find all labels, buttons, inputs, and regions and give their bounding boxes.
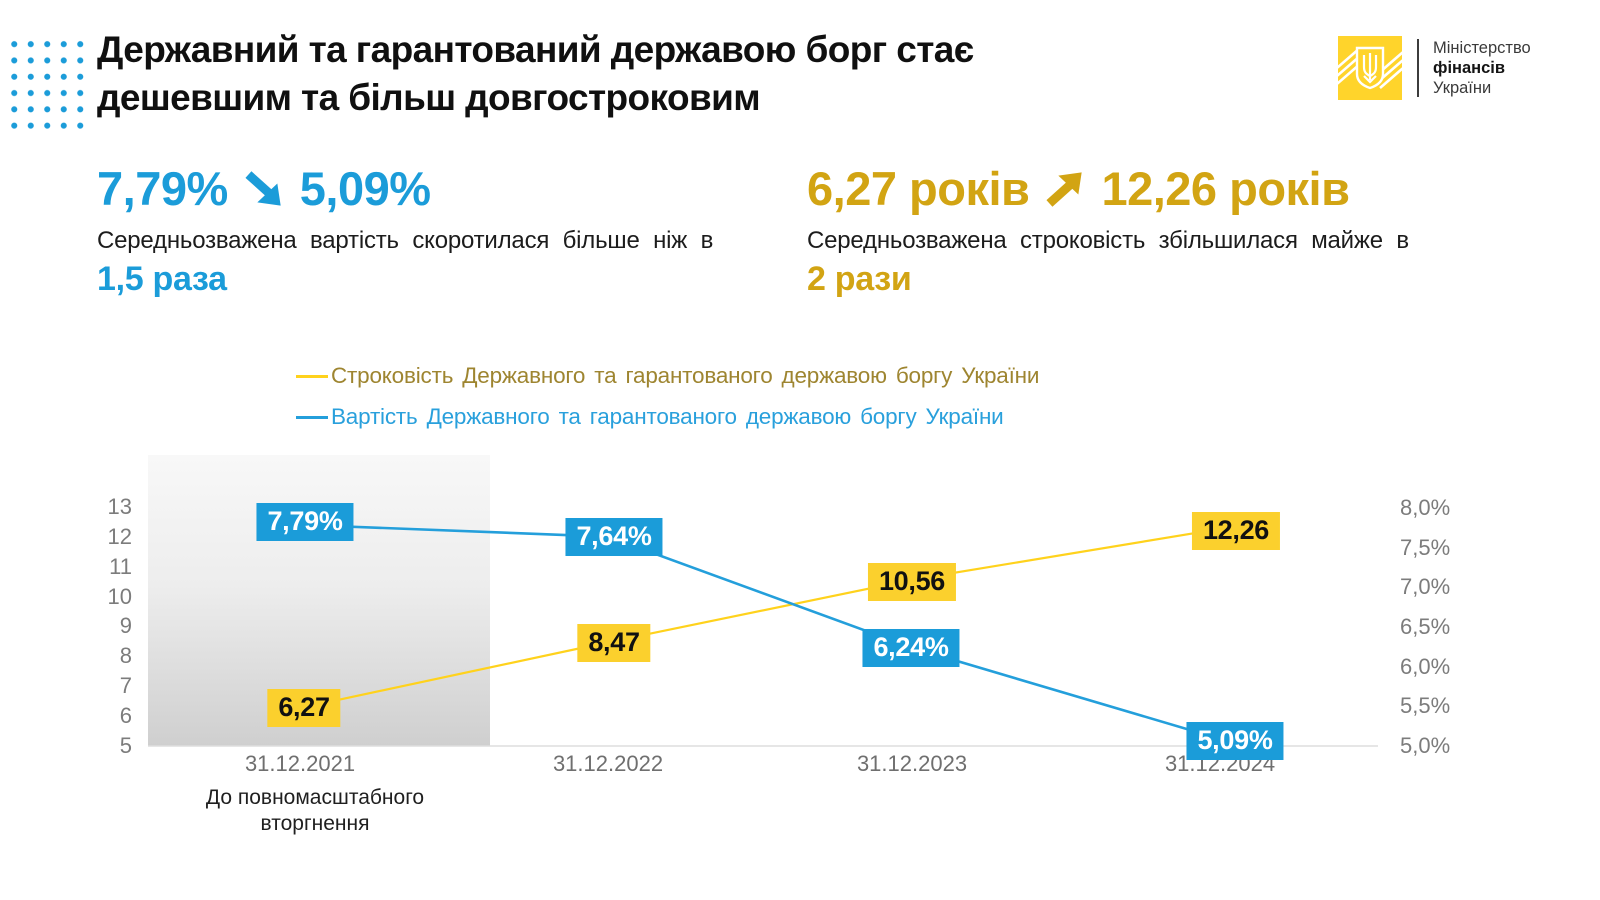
page-title-line1: Державний та гарантований державою борг … bbox=[97, 29, 974, 70]
legend-swatch bbox=[296, 374, 328, 378]
cost-value-label: 5,09% bbox=[1186, 721, 1284, 760]
right-axis-tick: 5,5% bbox=[1400, 693, 1451, 719]
legend-swatch bbox=[296, 415, 328, 419]
arrow-up-right-icon bbox=[1046, 171, 1083, 207]
right-axis-tick: 6,5% bbox=[1400, 614, 1451, 640]
left-axis-tick: 5 bbox=[119, 733, 132, 758]
x-axis-label: 31.12.2022 bbox=[552, 751, 664, 776]
logo-divider bbox=[1417, 39, 1419, 97]
left-axis-tick: 11 bbox=[109, 553, 132, 579]
logo-text: Міністерство фінансів України bbox=[1433, 38, 1531, 98]
stat-cost-to: 5,09% bbox=[299, 162, 431, 215]
dots-pattern-decoration bbox=[6, 36, 86, 131]
chart-legend: Строковість Державного та гарантованого … bbox=[296, 363, 1039, 445]
left-axis-tick: 7 bbox=[119, 673, 132, 699]
maturity-value-label: 8,47 bbox=[577, 624, 651, 663]
annotation-line2: вторгнення bbox=[260, 812, 370, 835]
ministry-logo: Міністерство фінансів України bbox=[1338, 36, 1531, 100]
left-axis-tick: 10 bbox=[107, 583, 132, 609]
stat-cost: 7,79% 5,09% Середньозважена вартість ско… bbox=[97, 161, 787, 299]
stat-cost-emphasis: 1,5 раза bbox=[97, 260, 227, 298]
left-axis-tick: 13 bbox=[107, 493, 132, 519]
x-axis-label: 31.12.2021 bbox=[244, 751, 356, 776]
legend-item-cost: Вартість Державного та гарантованого дер… bbox=[296, 404, 1039, 430]
stat-cost-description: Середньозважена вартість скоротилася біл… bbox=[97, 227, 714, 254]
stat-cost-headline: 7,79% 5,09% bbox=[97, 161, 787, 216]
legend-label: Вартість Державного та гарантованого дер… bbox=[331, 404, 1004, 429]
legend-item-maturity: Строковість Державного та гарантованого … bbox=[296, 363, 1039, 389]
left-axis-tick: 8 bbox=[119, 643, 132, 669]
logo-org-line2: фінансів bbox=[1433, 59, 1506, 77]
cost-value-label: 7,64% bbox=[565, 517, 663, 556]
debt-chart: 13 12 11 10 9 8 7 6 5 8,0% 7,5% 7,0% 6,5% 6,0% 5,5% 5,0… bbox=[0, 440, 1600, 880]
maturity-value-label: 12,26 bbox=[1191, 511, 1281, 550]
page-title-line2: дешевшим та більш довгостроковим bbox=[97, 77, 761, 118]
cost-value-label: 6,24% bbox=[862, 628, 960, 667]
legend-label: Строковість Державного та гарантованого … bbox=[331, 363, 1040, 388]
stat-maturity-headline: 6,27 років 12,26 років bbox=[807, 161, 1507, 216]
page-title: Державний та гарантований державою борг … bbox=[97, 26, 974, 122]
left-axis-tick: 9 bbox=[119, 613, 132, 639]
chart-lines bbox=[148, 523, 1378, 747]
right-axis-tick: 8,0% bbox=[1400, 495, 1451, 521]
stat-maturity-description: Середньозважена строковість збільшилася … bbox=[807, 227, 1409, 254]
right-axis-tick: 7,5% bbox=[1400, 534, 1451, 560]
logo-org-line1: Міністерство bbox=[1433, 39, 1531, 57]
right-axis-tick: 7,0% bbox=[1400, 574, 1451, 600]
left-axis-tick: 12 bbox=[107, 523, 132, 549]
left-axis-tick: 6 bbox=[119, 703, 132, 729]
cost-value-label: 7,79% bbox=[256, 502, 354, 541]
coat-of-arms-icon bbox=[1338, 36, 1402, 100]
x-axis-label: 31.12.2023 bbox=[856, 751, 968, 776]
stat-cost-from: 7,79% bbox=[97, 162, 228, 215]
stat-maturity: 6,27 років 12,26 років Середньозважена с… bbox=[807, 161, 1507, 299]
arrow-down-right-icon bbox=[245, 170, 281, 206]
annotation-line1: До повномасштабного bbox=[205, 786, 425, 809]
maturity-value-label: 10,56 bbox=[867, 562, 957, 601]
stat-maturity-emphasis: 2 рази bbox=[807, 260, 912, 298]
stat-maturity-to: 12,26 років bbox=[1101, 162, 1350, 215]
pre-invasion-annotation: До повномасштабного вторгнення bbox=[185, 785, 445, 837]
maturity-value-label: 6,27 bbox=[267, 689, 341, 728]
right-axis-tick: 6,0% bbox=[1400, 653, 1451, 679]
stat-maturity-from: 6,27 років bbox=[807, 162, 1030, 215]
right-axis-tick: 5,0% bbox=[1400, 733, 1451, 758]
logo-org-line3: України bbox=[1433, 79, 1492, 97]
